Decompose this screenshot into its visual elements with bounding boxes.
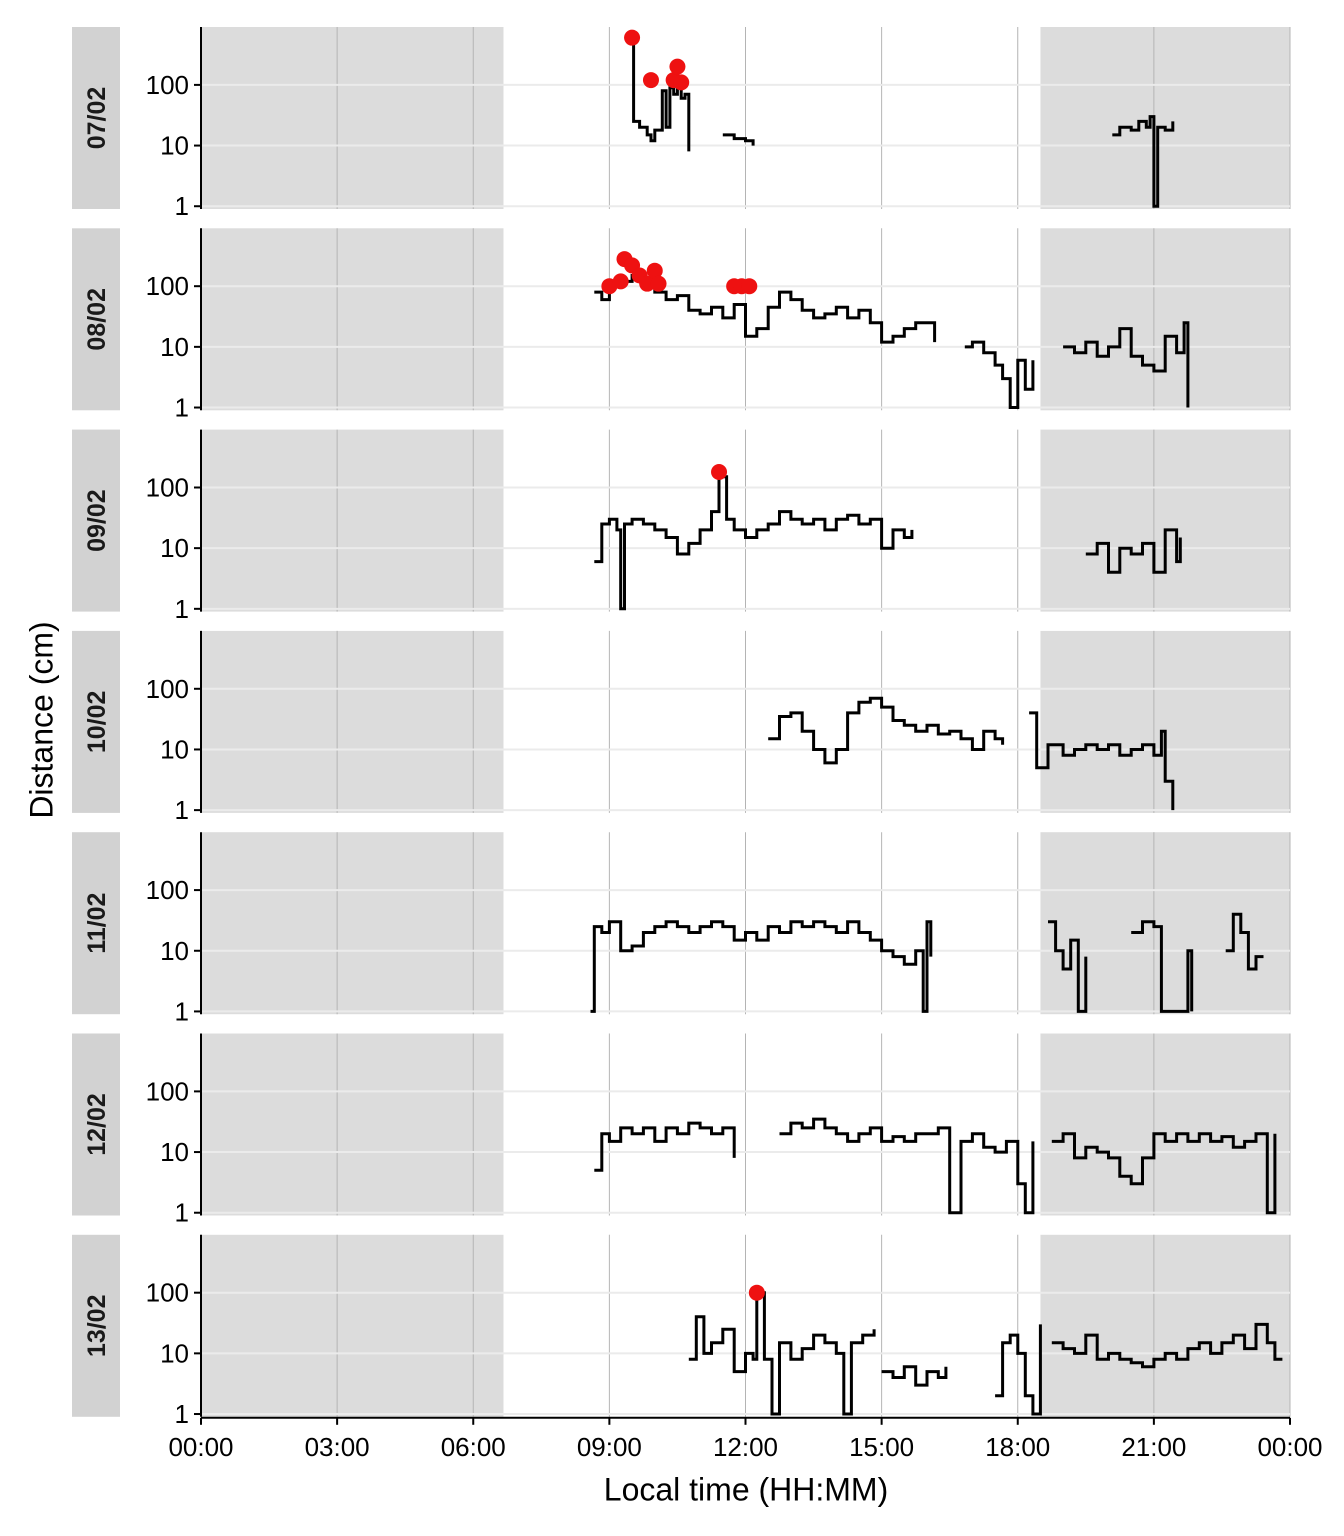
facet-label: 08/02 (83, 288, 111, 351)
distance-series-line (1225, 912, 1264, 971)
facet-strip (72, 228, 120, 411)
x-axis-title: Local time (HH:MM) (603, 1471, 889, 1508)
y-tick-label: 10 (160, 734, 189, 764)
y-axis-title: Distance (cm) (23, 621, 60, 819)
night-shading (1040, 630, 1290, 813)
distance-series-line (594, 475, 914, 611)
night-shading (201, 1234, 504, 1417)
peak-point (612, 273, 629, 290)
x-tick-label: 09:00 (577, 1432, 642, 1462)
facet-strip (72, 27, 120, 209)
facet-strip (72, 1234, 120, 1417)
facet-strip (72, 429, 120, 612)
peak-point (748, 1284, 765, 1301)
night-shading (1040, 832, 1290, 1015)
y-tick-label: 1 (175, 594, 189, 624)
peak-point (741, 278, 758, 295)
night-shading (1040, 27, 1290, 209)
y-tick-label: 10 (160, 332, 189, 362)
x-tick-label: 15:00 (849, 1432, 914, 1462)
facet-strip (72, 1033, 120, 1216)
y-tick-label: 100 (146, 674, 189, 704)
distance-series-line (779, 1117, 1035, 1215)
distance-series-line (1051, 1322, 1283, 1369)
night-shading (201, 1033, 504, 1216)
facet-strip (72, 630, 120, 813)
night-shading (1040, 429, 1290, 612)
distance-series-line (590, 920, 933, 1013)
distance-series-line (768, 696, 1005, 765)
y-tick-label: 1 (175, 795, 189, 825)
x-tick-label: 00:00 (1257, 1432, 1322, 1462)
distance-series-line (1063, 321, 1190, 408)
peak-point (650, 275, 667, 292)
y-tick-label: 100 (146, 1076, 189, 1106)
y-tick-label: 1 (175, 996, 189, 1026)
x-tick-label: 12:00 (713, 1432, 778, 1462)
y-tick-label: 100 (146, 875, 189, 905)
y-tick-label: 1 (175, 1399, 189, 1429)
night-shading (201, 429, 504, 612)
facet-label: 13/02 (83, 1295, 111, 1358)
facet-strip (72, 832, 120, 1015)
night-shading (1040, 1033, 1290, 1216)
peak-point (669, 58, 686, 75)
peak-point (711, 464, 728, 481)
distance-series-line (632, 36, 691, 152)
y-tick-label: 10 (160, 131, 189, 161)
distance-series-line (1048, 920, 1088, 1013)
distance-series-line (594, 1121, 736, 1172)
night-shading (201, 228, 504, 411)
distance-series-line (995, 1324, 1042, 1416)
distance-series-line (688, 1291, 876, 1416)
x-tick-label: 00:00 (168, 1432, 233, 1462)
night-shading (201, 630, 504, 813)
x-tick-label: 21:00 (1121, 1432, 1186, 1462)
peak-point (642, 72, 659, 89)
y-tick-label: 100 (146, 472, 189, 502)
night-shading (1040, 1234, 1290, 1417)
y-tick-label: 10 (160, 533, 189, 563)
distance-series-line (1029, 711, 1175, 811)
y-tick-label: 1 (175, 393, 189, 423)
facet-label: 10/02 (83, 691, 111, 754)
facet-label: 07/02 (83, 87, 111, 150)
y-tick-label: 100 (146, 70, 189, 100)
distance-series-line (1051, 1132, 1277, 1215)
night-shading (1040, 228, 1290, 411)
facet-label: 09/02 (83, 489, 111, 552)
x-tick-label: 18:00 (985, 1432, 1050, 1462)
y-tick-label: 10 (160, 1137, 189, 1167)
distance-series-line (1131, 920, 1194, 1013)
night-shading (201, 27, 504, 209)
y-tick-label: 10 (160, 1338, 189, 1368)
distance-series-line (1085, 528, 1182, 574)
peak-point (646, 262, 663, 279)
x-tick-label: 03:00 (305, 1432, 370, 1462)
distance-series-line (1112, 115, 1175, 208)
facet-label: 12/02 (83, 1093, 111, 1156)
distance-series-line (722, 133, 755, 146)
facet-label: 11/02 (83, 893, 111, 954)
x-tick-label: 06:00 (441, 1432, 506, 1462)
y-tick-label: 1 (175, 191, 189, 221)
y-tick-label: 10 (160, 936, 189, 966)
distance-series-line (964, 340, 1035, 409)
peak-point (639, 275, 656, 292)
night-shading (201, 832, 504, 1015)
y-tick-label: 100 (146, 271, 189, 301)
y-tick-label: 100 (146, 1278, 189, 1308)
peak-point (624, 29, 641, 46)
peak-point (673, 74, 690, 91)
y-tick-label: 1 (175, 1198, 189, 1228)
distance-series-line (881, 1365, 948, 1387)
